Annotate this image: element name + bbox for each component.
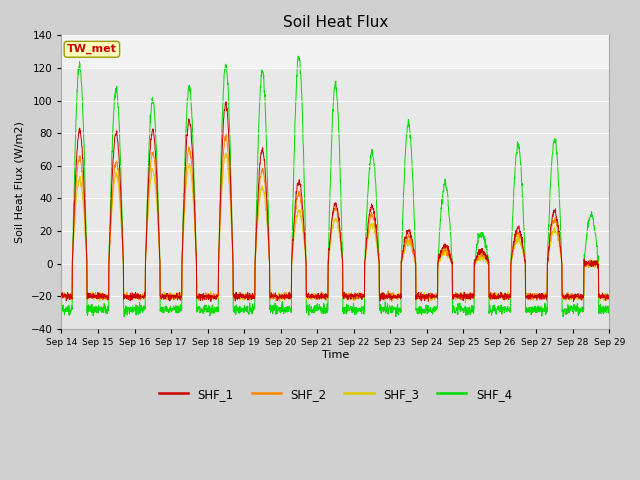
SHF_3 [95,299,103,304]
SHF_3 [211,293,218,299]
Title: Soil Heat Flux: Soil Heat Flux [283,15,388,30]
SHF_2 [58,295,65,300]
SHF_4 [573,308,580,314]
SHF_4 [364,195,371,201]
Bar [61,264,609,329]
SHF_1 [573,292,580,298]
SHF_1 [58,290,65,296]
SHF_4 [120,314,128,320]
SHF_2 [605,294,613,300]
SHF_3 [573,295,580,301]
Line: SHF_2: SHF_2 [61,134,609,302]
SHF_2 [222,132,230,137]
Legend: SHF_1, SHF_2, SHF_3, SHF_4: SHF_1, SHF_2, SHF_3, SHF_4 [154,383,516,405]
Text: TW_met: TW_met [67,44,117,54]
SHF_4 [557,245,565,251]
SHF_3 [352,295,360,300]
SHF_3 [222,150,230,156]
SHF_3 [557,253,565,259]
SHF_1 [351,291,359,297]
Y-axis label: Soil Heat Flux (W/m2): Soil Heat Flux (W/m2) [15,121,25,243]
SHF_4 [58,307,65,313]
SHF_2 [573,295,580,301]
SHF_1 [211,295,218,301]
Line: SHF_3: SHF_3 [61,153,609,301]
Line: SHF_4: SHF_4 [61,56,609,317]
SHF_3 [58,292,65,298]
SHF_2 [557,256,565,262]
SHF_4 [294,53,302,59]
SHF_4 [605,305,613,311]
X-axis label: Time: Time [322,350,349,360]
Bar [61,36,609,68]
SHF_2 [351,293,359,299]
SHF_3 [605,291,613,297]
SHF_2 [495,296,503,301]
SHF_4 [352,307,360,312]
SHF_1 [570,299,577,304]
SHF_1 [495,295,502,301]
SHF_2 [364,237,371,242]
SHF_1 [364,233,371,239]
SHF_1 [557,252,565,258]
SHF_2 [211,294,218,300]
SHF_3 [495,291,503,297]
SHF_3 [364,239,371,244]
SHF_1 [222,99,230,105]
SHF_4 [495,307,503,313]
Line: SHF_1: SHF_1 [61,102,609,301]
SHF_1 [605,296,613,302]
SHF_2 [461,300,469,305]
SHF_4 [211,305,218,311]
